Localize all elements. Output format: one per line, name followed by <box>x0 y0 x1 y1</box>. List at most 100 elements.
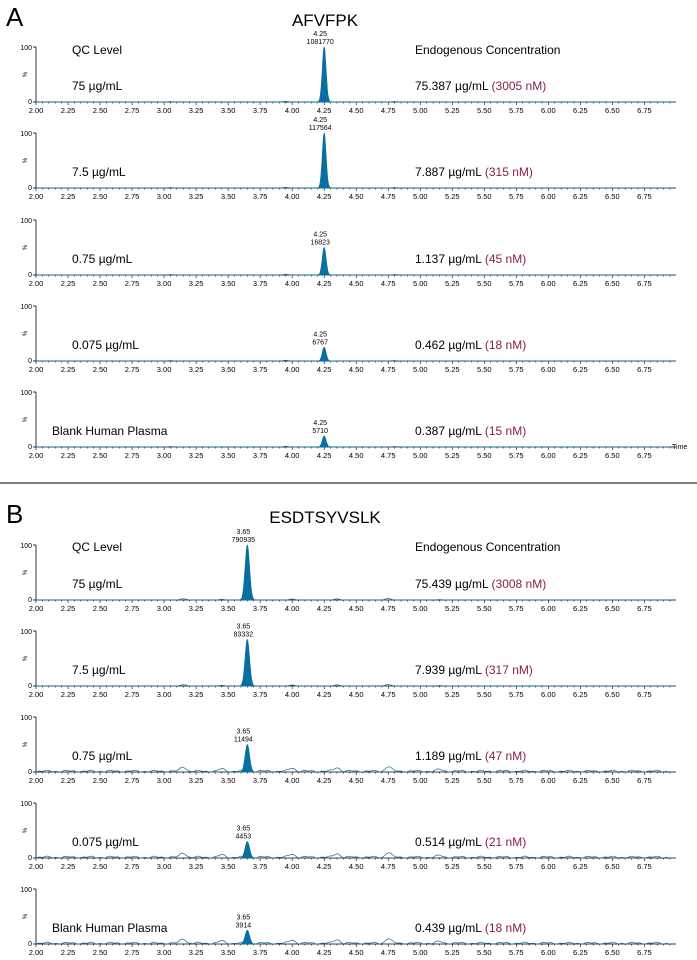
x-tick-label: 4.75 <box>381 106 396 115</box>
x-tick-label: 2.00 <box>29 365 44 374</box>
x-tick-label: 2.50 <box>93 365 108 374</box>
x-tick-label: 5.75 <box>509 690 524 699</box>
x-tick-label: 4.25 <box>317 279 332 288</box>
qc-level-label: 0.75 µg/mL <box>72 749 133 763</box>
x-tick-label: 6.50 <box>605 776 620 785</box>
x-tick-label: 3.50 <box>221 948 236 957</box>
concentration-value: 1.137 µg/mL <box>415 252 485 266</box>
x-tick-label: 4.75 <box>381 862 396 871</box>
qc-level-label: 0.75 µg/mL <box>72 252 133 266</box>
y-tick-label: 100 <box>20 629 32 636</box>
x-tick-label: 3.25 <box>189 451 204 460</box>
trace-baseline <box>36 273 670 276</box>
x-tick-label: 2.75 <box>125 948 140 957</box>
peak-area-label: 16823 <box>310 240 330 247</box>
concentration-value: 0.387 µg/mL <box>415 424 485 438</box>
concentration-value: 1.189 µg/mL <box>415 749 485 763</box>
x-tick-label: 2.25 <box>61 192 76 201</box>
y-axis-label: % <box>23 330 29 336</box>
x-tick-label: 6.75 <box>637 192 652 201</box>
x-tick-label: 2.50 <box>93 862 108 871</box>
concentration-value: 0.514 µg/mL <box>415 835 485 849</box>
x-tick-label: 4.25 <box>317 192 332 201</box>
x-tick-label: 6.50 <box>605 106 620 115</box>
x-tick-label: 3.75 <box>253 948 268 957</box>
x-tick-label: 5.25 <box>445 451 460 460</box>
y-tick-label: 0 <box>28 272 32 279</box>
x-tick-label: 2.00 <box>29 192 44 201</box>
x-tick-label: 5.00 <box>413 690 428 699</box>
y-axis-label: % <box>23 569 29 575</box>
x-tick-label: 4.75 <box>381 192 396 201</box>
peak <box>312 46 336 103</box>
x-tick-label: 3.25 <box>189 862 204 871</box>
x-tick-label: 3.00 <box>157 365 172 374</box>
x-tick-label: 2.75 <box>125 690 140 699</box>
concentration-label: 0.514 µg/mL (21 nM) <box>415 835 526 849</box>
x-tick-label: 4.75 <box>381 365 396 374</box>
trace-panel: 100 0% 2.00 2.25 2.50 2.75 3.00 3.25 3.50 3.75 4.0… <box>20 390 687 460</box>
x-tick-label: 4.75 <box>381 690 396 699</box>
x-tick-label: 5.50 <box>477 776 492 785</box>
x-tick-label: 4.50 <box>349 365 364 374</box>
panel-b: B ESDTSYVSLK QC Level Endogenous Concentrat… <box>6 499 676 957</box>
y-tick-label: 100 <box>20 218 32 225</box>
x-tick-label: 2.00 <box>29 279 44 288</box>
x-tick-label: 6.75 <box>637 604 652 613</box>
x-tick-label: 6.50 <box>605 451 620 460</box>
concentration-value: 75.439 µg/mL <box>415 577 492 591</box>
y-tick-label: 0 <box>28 185 32 192</box>
x-tick-label: 5.00 <box>413 451 428 460</box>
x-tick-label: 5.00 <box>413 776 428 785</box>
concentration-value: 75.387 µg/mL <box>415 79 492 93</box>
x-tick-label: 6.00 <box>541 192 556 201</box>
panel-title: AFVFPK <box>292 11 359 30</box>
x-tick-label: 2.50 <box>93 279 108 288</box>
concentration-label: 7.939 µg/mL (317 nM) <box>415 663 533 677</box>
x-tick-label: 4.00 <box>285 776 300 785</box>
qc-level-label: 7.5 µg/mL <box>72 165 126 179</box>
x-tick-label: 6.25 <box>573 948 588 957</box>
x-tick-label: 5.75 <box>509 279 524 288</box>
y-axis-label: % <box>23 157 29 163</box>
molar-concentration: (317 nM) <box>485 663 533 677</box>
x-tick-label: 6.00 <box>541 106 556 115</box>
trace-baseline <box>35 938 671 945</box>
molar-concentration: (18 nM) <box>485 921 526 935</box>
x-tick-label: 2.00 <box>29 451 44 460</box>
molar-concentration: (3008 nM) <box>492 577 547 591</box>
x-tick-label: 3.25 <box>189 690 204 699</box>
peak <box>233 744 261 773</box>
x-tick-label: 5.00 <box>413 106 428 115</box>
x-tick-label: 2.00 <box>29 862 44 871</box>
x-tick-label: 3.00 <box>157 690 172 699</box>
x-tick-label: 3.75 <box>253 451 268 460</box>
x-tick-label: 4.25 <box>317 106 332 115</box>
x-tick-label: 5.75 <box>509 192 524 201</box>
qc-level-header: QC Level <box>72 43 122 57</box>
x-tick-label: 6.25 <box>573 192 588 201</box>
x-tick-label: 4.50 <box>349 279 364 288</box>
x-tick-label: 4.00 <box>285 451 300 460</box>
peak-area-label: 6767 <box>312 339 328 346</box>
x-tick-label: 3.50 <box>221 776 236 785</box>
y-tick-label: 100 <box>20 131 32 138</box>
x-tick-label: 3.75 <box>253 776 268 785</box>
peak <box>312 346 336 362</box>
molar-concentration: (18 nM) <box>485 338 526 352</box>
x-tick-label: 4.25 <box>317 604 332 613</box>
x-tick-label: 5.50 <box>477 192 492 201</box>
peak-rt-label: 3.65 <box>237 826 251 833</box>
x-tick-label: 5.25 <box>445 106 460 115</box>
x-axis-label: Time <box>672 444 687 451</box>
y-tick-label: 100 <box>20 543 32 550</box>
x-tick-label: 3.50 <box>221 604 236 613</box>
peak-area-label: 83332 <box>234 631 254 638</box>
x-tick-label: 3.50 <box>221 106 236 115</box>
y-tick-label: 0 <box>28 683 32 690</box>
trace-baseline <box>36 359 670 362</box>
peak-area-label: 5710 <box>312 428 328 435</box>
trace-panel: 100 0% 2.00 2.25 2.50 2.75 3.00 3.25 3.50 3.75 4.0… <box>20 117 676 201</box>
x-tick-label: 5.00 <box>413 862 428 871</box>
x-tick-label: 3.50 <box>221 451 236 460</box>
